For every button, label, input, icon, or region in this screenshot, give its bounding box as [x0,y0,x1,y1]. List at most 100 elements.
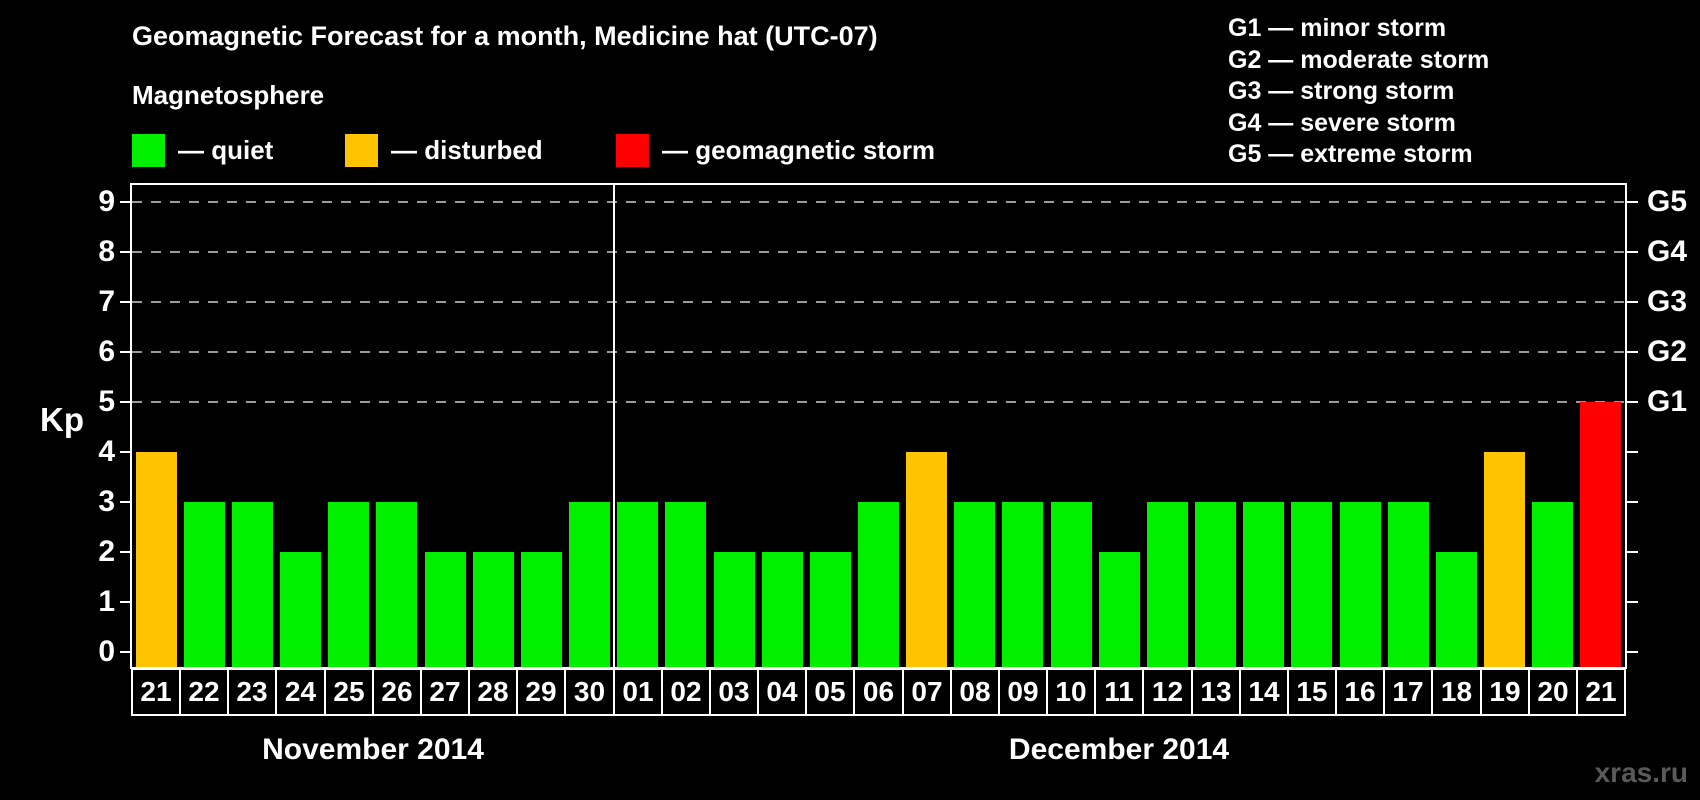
kp-bar-november-27 [425,552,466,667]
gridline-kp5 [132,401,1625,403]
y-axis-label: Kp [40,401,84,438]
g-axis-label-g5: G5 [1647,185,1688,218]
kp-bar-november-22 [184,502,225,667]
y-tick-label-3: 3 [98,485,115,518]
legend-item-label: — geomagnetic storm [662,134,936,165]
y-tick-right-0 [1626,651,1638,653]
y-tick-right-3 [1626,501,1638,503]
g-scale-line-4: G4 — severe storm [1228,108,1456,137]
g-axis-label-g2: G2 [1647,335,1688,368]
y-tick-left-0 [120,651,132,653]
kp-bar-december-18 [1436,552,1477,667]
kp-bar-december-11 [1099,552,1140,667]
day-label-december-02: 02 [661,668,711,716]
y-tick-left-4 [120,451,132,453]
y-tick-right-5 [1626,401,1638,403]
g-scale-line-1: G1 — minor storm [1228,14,1447,42]
y-tick-left-2 [120,551,132,553]
day-label-december-03: 03 [709,668,759,716]
day-label-november-28: 28 [468,668,518,716]
day-label-december-07: 07 [902,668,952,716]
y-tick-label-1: 1 [98,585,115,618]
y-tick-label-0: 0 [98,635,115,668]
kp-bar-november-24 [280,552,321,667]
day-label-december-01: 01 [613,668,663,716]
month-separator [613,185,615,667]
day-label-december-20: 20 [1528,668,1578,716]
day-label-december-06: 06 [853,668,904,716]
kp-bar-november-29 [521,552,562,667]
y-tick-label-8: 8 [98,235,115,268]
kp-bar-december-21 [1580,402,1621,667]
legend-swatch-quiet [132,133,165,167]
y-tick-right-9 [1626,201,1638,203]
kp-bar-december-16 [1340,502,1381,667]
month-label-november: November 2014 [262,733,484,766]
kp-bar-december-06 [858,502,899,667]
y-tick-label-2: 2 [98,535,115,568]
y-tick-right-6 [1626,351,1638,353]
y-tick-left-7 [120,301,132,303]
day-label-december-18: 18 [1431,668,1482,716]
day-label-december-13: 13 [1191,668,1241,716]
y-tick-label-7: 7 [98,285,115,318]
y-tick-left-5 [120,401,132,403]
g-scale-line-5: G5 — extreme storm [1228,140,1473,169]
g-scale-line-2: G2 — moderate storm [1228,45,1490,74]
g-axis-label-g4: G4 [1647,235,1688,268]
y-tick-right-1 [1626,601,1638,603]
kp-bar-december-12 [1147,502,1188,667]
day-label-december-05: 05 [805,668,855,716]
kp-bar-november-25 [328,502,369,667]
month-label-december: December 2014 [1008,733,1230,766]
y-tick-right-8 [1626,251,1638,253]
kp-bar-november-26 [376,502,417,667]
kp-bar-november-21 [136,452,177,667]
kp-bar-november-30 [569,502,610,667]
y-tick-label-4: 4 [98,435,115,468]
kp-bar-december-09 [1002,502,1043,667]
gridline-kp8 [132,251,1625,253]
legend-item-quiet: — quiet [132,133,273,167]
day-label-november-21: 21 [131,668,181,716]
y-tick-left-9 [120,201,132,203]
day-label-december-04: 04 [757,668,807,716]
y-tick-label-9: 9 [98,185,115,218]
g-scale-legend: G1 — minor storm G2 — moderate storm G3 — … [1228,13,1489,171]
day-label-december-16: 16 [1335,668,1385,716]
gridline-kp7 [132,301,1625,303]
day-label-december-10: 10 [1046,668,1096,716]
watermark: xras.ru [1594,757,1688,788]
legend-item-label: — quiet [178,134,274,165]
day-label-december-19: 19 [1480,668,1530,716]
y-tick-label-6: 6 [98,335,115,368]
g-scale-line-3: G3 — strong storm [1228,77,1455,106]
day-label-december-11: 11 [1094,668,1144,716]
y-tick-left-6 [120,351,132,353]
kp-bar-december-07 [906,452,947,667]
kp-bar-december-04 [762,552,803,667]
y-tick-left-8 [120,251,132,253]
g-axis-label-g3: G3 [1647,285,1688,318]
day-label-december-12: 12 [1142,668,1193,716]
kp-bar-december-05 [810,552,851,667]
legend-item-disturbed: — disturbed [345,133,543,167]
g-axis-label-g1: G1 [1647,385,1688,418]
kp-bar-december-20 [1532,502,1573,667]
kp-bar-december-01 [617,502,658,667]
y-tick-right-7 [1626,301,1638,303]
day-label-december-08: 08 [950,668,1000,716]
day-label-november-27: 27 [420,668,470,716]
day-label-november-22: 22 [179,668,229,716]
kp-bar-december-08 [954,502,995,667]
y-tick-right-4 [1626,451,1638,453]
day-label-november-26: 26 [372,668,422,716]
day-label-november-25: 25 [324,668,374,716]
day-label-november-30: 30 [564,668,615,716]
y-tick-right-2 [1626,551,1638,553]
day-label-november-24: 24 [275,668,326,716]
kp-bar-december-02 [665,502,706,667]
gridline-kp9 [132,201,1625,203]
kp-bar-december-14 [1243,502,1284,667]
